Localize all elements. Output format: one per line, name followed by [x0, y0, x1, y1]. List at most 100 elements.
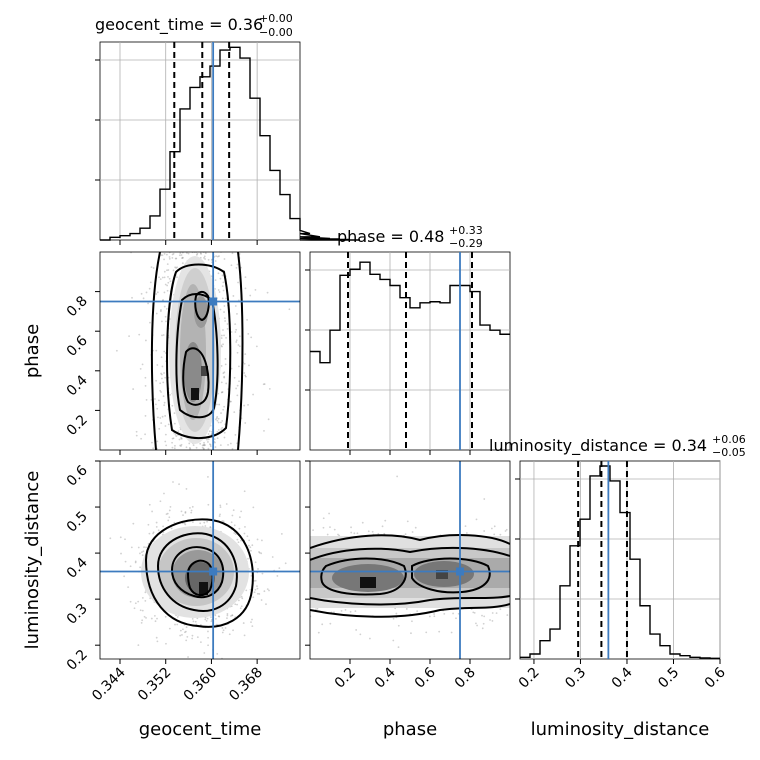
sample-point: [201, 446, 204, 449]
sample-point: [176, 616, 179, 618]
sample-point: [481, 627, 484, 630]
sample-point: [160, 356, 163, 359]
sample-point: [202, 448, 205, 450]
sample-point: [221, 391, 223, 394]
sample-point: [251, 618, 253, 621]
sample-point: [199, 641, 202, 644]
sample-point: [158, 276, 160, 279]
sample-point: [505, 528, 508, 531]
title-plus-geocent-time: +0.00: [259, 12, 293, 25]
sample-point: [210, 620, 213, 623]
sample-point: [250, 549, 252, 552]
sample-point: [139, 609, 142, 612]
xlabel-geocent-time: geocent_time: [139, 719, 262, 740]
sample-point: [144, 433, 146, 436]
sample-point: [171, 446, 174, 449]
sample-point: [397, 646, 400, 649]
sample-point: [217, 421, 220, 424]
sample-point: [174, 623, 176, 626]
sample-point: [183, 522, 186, 525]
sample-point: [247, 403, 249, 406]
sample-point: [203, 521, 206, 524]
sample-point: [203, 444, 205, 447]
sample-point: [235, 341, 238, 343]
sample-point: [222, 343, 224, 346]
sample-point: [130, 546, 133, 549]
sample-point: [340, 609, 343, 612]
panel-frame: [99, 460, 301, 660]
sample-point: [162, 299, 165, 301]
sample-point: [134, 561, 137, 564]
sample-point: [213, 438, 216, 441]
sample-point: [236, 538, 239, 541]
sample-point: [235, 266, 238, 269]
sample-point: [163, 252, 166, 255]
sample-point: [168, 277, 171, 280]
sample-point: [164, 315, 167, 318]
sample-point: [218, 615, 221, 618]
sample-point: [185, 488, 188, 490]
sample-point: [191, 637, 194, 640]
sample-point: [410, 632, 412, 635]
sample-point: [205, 619, 208, 622]
sample-point: [166, 512, 169, 515]
sample-point: [359, 633, 362, 636]
sample-point: [140, 622, 143, 624]
sample-point: [159, 389, 162, 392]
panel-2d-geocent-time-vs-phase: [99, 251, 301, 451]
truth-crosshair: [310, 461, 510, 659]
sample-point: [160, 391, 162, 393]
sample-point: [222, 520, 225, 523]
sample-point: [235, 387, 238, 390]
sample-point: [163, 305, 166, 308]
sample-point: [120, 552, 122, 555]
sample-point: [166, 263, 169, 266]
sample-point: [240, 510, 243, 513]
sample-point: [159, 382, 162, 385]
title-minus-geocent-time: −0.00: [259, 26, 293, 39]
sample-point: [217, 615, 220, 618]
sample-point: [141, 554, 144, 557]
sample-point: [206, 617, 209, 620]
sample-point: [140, 437, 143, 440]
sample-point: [232, 295, 235, 297]
sample-point: [165, 320, 167, 323]
sample-point: [141, 609, 144, 612]
sample-point: [164, 615, 167, 618]
sample-point: [405, 608, 408, 610]
sample-point: [167, 269, 170, 271]
sample-point: [165, 642, 167, 645]
sample-point: [137, 546, 140, 549]
sample-point: [165, 513, 168, 516]
sample-point: [204, 525, 207, 527]
sample-point: [189, 447, 192, 450]
sample-point: [173, 412, 176, 415]
sample-point: [180, 437, 183, 440]
panel-hist-luminosity-distance: luminosity_distance = 0.34 +0.06 −0.05: [489, 433, 746, 660]
sample-point: [220, 337, 223, 339]
sample-point: [207, 630, 209, 633]
sample-point: [225, 503, 228, 505]
sample-point: [150, 266, 153, 269]
sample-point: [152, 532, 154, 535]
sample-point: [163, 401, 166, 404]
sample-point: [384, 519, 387, 522]
sample-point: [353, 532, 356, 535]
sample-point: [164, 425, 167, 427]
sample-point: [187, 252, 190, 255]
sample-point: [244, 422, 247, 424]
histogram-phase: [310, 261, 510, 364]
sample-point: [184, 630, 187, 633]
sample-point: [115, 349, 118, 352]
sample-point: [209, 445, 212, 448]
sample-point: [506, 614, 509, 616]
sample-point: [252, 596, 255, 599]
sample-point: [266, 291, 269, 294]
sample-point: [207, 447, 210, 450]
sample-point: [230, 615, 232, 617]
sample-point: [207, 441, 209, 443]
sample-point: [168, 318, 171, 320]
title-luminosity-distance: luminosity_distance = 0.34: [489, 436, 707, 456]
sample-point: [162, 334, 165, 336]
truth-point: [456, 567, 464, 576]
